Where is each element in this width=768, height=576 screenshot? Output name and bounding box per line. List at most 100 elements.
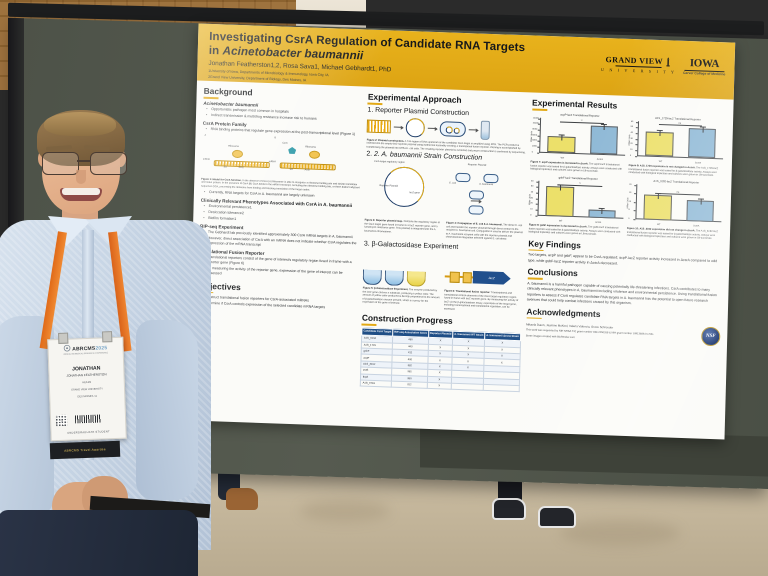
badge-ribbon: ABRCMS Travel Awardee	[49, 440, 121, 460]
y-tick-label: 20	[530, 202, 533, 205]
lens-left	[42, 152, 79, 175]
figure-6-caption-text: Transcriptional and translational contro…	[443, 291, 519, 311]
section-accent-rule	[528, 249, 544, 252]
y-tick-label: 50	[530, 185, 534, 188]
conjugation-pair-icon	[468, 189, 485, 200]
chart-plot-area: Miller Units 0 10 20 30 40 50 60 WT ΔcsrA ns	[629, 120, 726, 166]
nsf-logo: NSF	[700, 326, 721, 347]
x-tick-label: WT	[656, 223, 661, 226]
research-poster: Investigating CsrA Regulation of Candida…	[187, 23, 736, 440]
arm-right	[136, 320, 198, 500]
figure-6-caption: Figure 6: Translational fusion reporter.…	[444, 289, 522, 313]
y-tick-label: 10	[530, 208, 533, 211]
y-tick-label: 0	[628, 217, 630, 220]
y-tick-label: 50	[630, 126, 634, 129]
abaumannii-label: A. baumannii	[479, 182, 494, 186]
bar-WT	[645, 129, 674, 157]
background-person-shoe	[538, 506, 576, 528]
significance-annotation: **	[578, 181, 581, 185]
badge-role: UNDERGRADUATE STUDENT	[67, 430, 110, 435]
csra-label: CsrA	[282, 141, 288, 145]
gv-logo-sub: U N I V E R S I T Y	[600, 66, 677, 75]
section-accent-rule	[531, 108, 547, 111]
institution-logos: GRAND VIEW U N I V E R S I T Y IOWA Carv…	[601, 54, 726, 77]
plasmid-icon	[405, 117, 426, 138]
chart-caption: Figure 9: gsbF expression is decreased i…	[529, 224, 625, 238]
figure-4-conjugation: Reporter Plasmid E. coli A. baumannii	[446, 162, 525, 223]
bar-WT	[547, 134, 576, 154]
figure-5-beakers	[362, 269, 441, 288]
x-tick-label: ΔcsrA	[595, 221, 602, 224]
conclusions-text: A. baumannii is a harmful pathogen capab…	[526, 281, 717, 306]
section-heading-results: Experimental Results	[532, 97, 618, 111]
nsf-logo-text: NSF	[705, 333, 716, 340]
y-tick-label: 0	[530, 214, 532, 217]
eyeglasses	[38, 152, 128, 175]
bar-series	[540, 118, 626, 155]
figure-5-caption: Figure 5: β-Galactosidase Experiment. Th…	[362, 286, 440, 310]
chart-caption: Figure 8: A1S_1729 expression is not cha…	[628, 164, 724, 178]
y-tick-label: 60	[530, 180, 534, 183]
beaker-enzyme	[362, 269, 383, 286]
aug-label-b: AUG	[304, 168, 310, 172]
sd-label-b: SD	[289, 167, 293, 172]
section-heading-approach: Experimental Approach	[367, 91, 462, 105]
y-tick-label: 20	[630, 143, 633, 146]
bar-WT	[545, 184, 574, 217]
column-experimental-approach: Experimental Approach 1. Reporter Plasmi…	[359, 92, 527, 433]
bar-ΔcsrA	[588, 207, 616, 219]
chart-plot-area: Miller Units 0 2000 4000 6000 8000 10000 12000 W…	[530, 116, 628, 162]
figure-6-reporter-construct: lacZ	[444, 268, 522, 291]
y-tick-label: 6000	[532, 134, 538, 137]
arrow-icon	[394, 126, 404, 128]
chart-caption: Figure 7: acpP expression is increased i…	[530, 161, 626, 175]
figure-3-and-4-diagrams: CsrA target regulatory region Reporter P…	[365, 159, 526, 223]
y-tick-label: 2000	[531, 145, 537, 148]
cell-status: X	[427, 382, 452, 390]
y-axis-label: Miller Units	[626, 197, 630, 209]
cell-score: 312	[391, 380, 428, 389]
figure-3-plasmid-map: CsrA target regulatory region Reporter P…	[365, 159, 444, 220]
construction-progress-table: Candidate CsrA Target RIP-seq Associatio…	[360, 327, 521, 392]
x-tick-label: ΔcsrA	[693, 225, 700, 228]
bar-ΔcsrA	[686, 198, 715, 222]
transconjugant-icon	[468, 204, 484, 215]
dna-fragment-icon	[366, 119, 392, 134]
y-tick-label: 60	[630, 120, 634, 123]
beaker-yellow-product	[406, 271, 427, 288]
ecoli-cell-icon	[455, 172, 471, 183]
x-tick-label: WT	[560, 157, 565, 160]
reporter-plasmid-label: Reporter Plasmid	[467, 162, 487, 167]
chart-3: gsbF-lacZ Translational Reporter Miller U…	[529, 175, 627, 240]
y-tick-label: 10	[630, 148, 633, 151]
bacterial-cell-icon	[439, 120, 467, 137]
arrow-icon	[428, 127, 438, 129]
x-tick-label: WT	[558, 220, 563, 223]
lacz-gene-block: lacZ	[473, 271, 511, 285]
y-tick-label: 20	[629, 183, 632, 186]
chart-2: A1S_1729-lacZ Translational Reporter Mill…	[628, 116, 726, 181]
university-of-iowa-logo: IOWA Carver College of Medicine	[683, 57, 726, 77]
badge-qr-code	[55, 414, 68, 427]
hair-front	[44, 112, 116, 136]
poster-header: Investigating CsrA Regulation of Candida…	[196, 23, 736, 100]
lens-right	[90, 152, 127, 175]
plasmid-target-label: CsrA target regulatory region	[374, 159, 405, 164]
section-accent-rule	[361, 323, 377, 326]
badge-event-year: 2025	[95, 345, 108, 352]
badge-clip-right	[102, 331, 113, 343]
acknowledgments-row: Mikaela Daum, Jasmine McKeel, Valeria Va…	[526, 321, 721, 347]
iowa-logo-text: IOWA	[689, 57, 720, 71]
cell-status	[483, 384, 519, 392]
badge-location: DES MOINES, IA	[77, 394, 98, 399]
csra-protein-icon	[288, 147, 296, 154]
y-tick-label: 5	[628, 209, 630, 212]
y-tick-label: 0	[531, 151, 534, 154]
background-person-shoe	[492, 498, 526, 520]
figure-1-panel-b-label: B	[274, 136, 277, 140]
ear-right	[115, 150, 126, 167]
torch-icon	[666, 56, 670, 67]
y-tick-label: 30	[530, 197, 534, 200]
plasmid-name-label: Reporter Plasmid	[379, 183, 399, 188]
